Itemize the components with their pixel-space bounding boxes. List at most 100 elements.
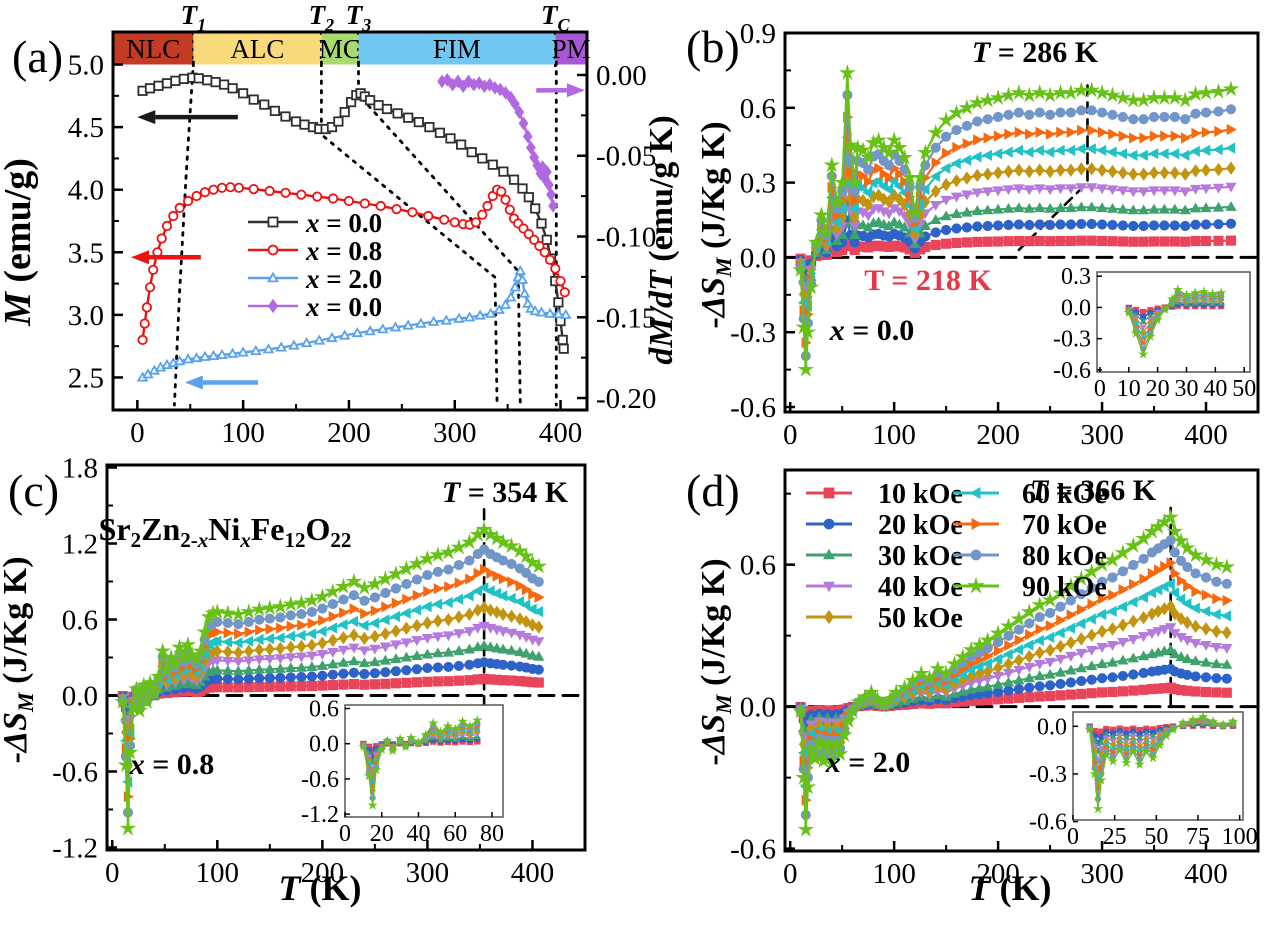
marker-tu (1054, 202, 1067, 213)
marker-st (1114, 89, 1132, 105)
marker-tl (981, 657, 992, 670)
plot-area (784, 506, 1259, 837)
marker-tu (497, 643, 509, 654)
marker-td (1013, 184, 1025, 195)
marker-st (1197, 551, 1215, 568)
marker-st (1114, 544, 1132, 560)
marker-tu (992, 203, 1004, 214)
marker-ci (1107, 219, 1118, 231)
marker-st (1052, 584, 1069, 601)
marker-sq (541, 234, 552, 245)
marker-tu (493, 303, 505, 314)
marker-tl (1023, 639, 1034, 651)
marker-td (1210, 643, 1223, 653)
marker-st (1154, 739, 1165, 750)
marker-tr (952, 141, 963, 154)
marker-tl (400, 607, 411, 619)
marker-td (1127, 635, 1139, 645)
marker-st (885, 131, 903, 148)
marker-di (1066, 163, 1076, 177)
marker-ci (482, 200, 493, 212)
marker-tu (950, 208, 963, 218)
marker-td (930, 201, 942, 211)
marker-tu (484, 307, 497, 318)
marker-st (1096, 774, 1107, 785)
marker-tl (1013, 144, 1024, 157)
y-tick-label: 0.3 (740, 168, 776, 200)
marker-di (370, 629, 380, 644)
panel-letter-d: (d) (686, 465, 740, 516)
marker-di (1149, 166, 1159, 180)
marker-st (811, 733, 828, 750)
marker-st (846, 173, 864, 190)
marker-di (1045, 643, 1055, 657)
marker-st (154, 642, 172, 659)
marker-tr (931, 157, 942, 169)
marker-st (891, 139, 908, 155)
marker-tu (173, 355, 186, 366)
marker-di (521, 614, 531, 629)
marker-st (823, 156, 841, 173)
marker-td (1158, 625, 1171, 635)
marker-ci (1097, 673, 1108, 684)
marker-di (533, 620, 544, 634)
marker-td (1034, 659, 1046, 670)
marker-di (244, 644, 254, 658)
marker-tr (473, 567, 484, 579)
marker-tr (244, 626, 255, 638)
marker-di (525, 140, 536, 155)
marker-di (1180, 167, 1191, 181)
marker-ci (1148, 111, 1160, 123)
marker-di (548, 199, 559, 213)
marker-di (532, 158, 543, 173)
marker-tu (432, 647, 444, 658)
marker-tu (1002, 202, 1015, 213)
marker-tu (1225, 201, 1237, 211)
marker-st (1052, 84, 1069, 100)
marker-tu (982, 204, 994, 215)
marker-sq (285, 681, 296, 692)
marker-tr (1118, 584, 1129, 596)
marker-tl (1096, 608, 1107, 621)
legend-label: 10 kOe (878, 479, 963, 510)
marker-sq (1045, 690, 1056, 702)
marker-st (400, 741, 411, 752)
marker-st (1187, 85, 1204, 102)
x-tick-label: 100 (872, 419, 916, 451)
marker-ci (1076, 105, 1087, 116)
marker-ci (390, 583, 401, 594)
marker-tr (962, 138, 973, 150)
marker-sq (269, 105, 281, 116)
marker-st (937, 664, 955, 681)
marker-tu (440, 314, 453, 325)
marker-st (1198, 286, 1210, 297)
marker-tl (1065, 622, 1076, 634)
x-tick-label: 200 (976, 419, 1020, 451)
marker-di (454, 610, 464, 624)
marker-tu (264, 663, 276, 674)
marker-st (1010, 84, 1028, 100)
marker-ci (550, 263, 561, 274)
inset-x-tick-label: 0 (339, 821, 351, 847)
marker-ci (1159, 220, 1170, 231)
marker-tr (234, 628, 245, 640)
marker-tl (1033, 634, 1044, 647)
marker-tr (507, 576, 518, 588)
marker-tr (1183, 580, 1194, 592)
marker-st (835, 726, 853, 743)
marker-td (1189, 639, 1202, 649)
marker-ci (243, 673, 254, 684)
marker-sq (1024, 236, 1035, 247)
marker-ci (161, 220, 173, 232)
marker-ci (411, 664, 422, 675)
marker-tr (223, 627, 234, 639)
marker-td (285, 653, 297, 664)
marker-di (275, 641, 286, 656)
y-tick-label: -1.2 (52, 832, 98, 864)
marker-ci (216, 182, 228, 193)
marker-st (806, 749, 824, 766)
series-x-0.0-dM-dT- (437, 73, 559, 213)
marker-sq (248, 94, 259, 105)
marker-tl (1085, 143, 1096, 155)
marker-tu (888, 216, 900, 227)
